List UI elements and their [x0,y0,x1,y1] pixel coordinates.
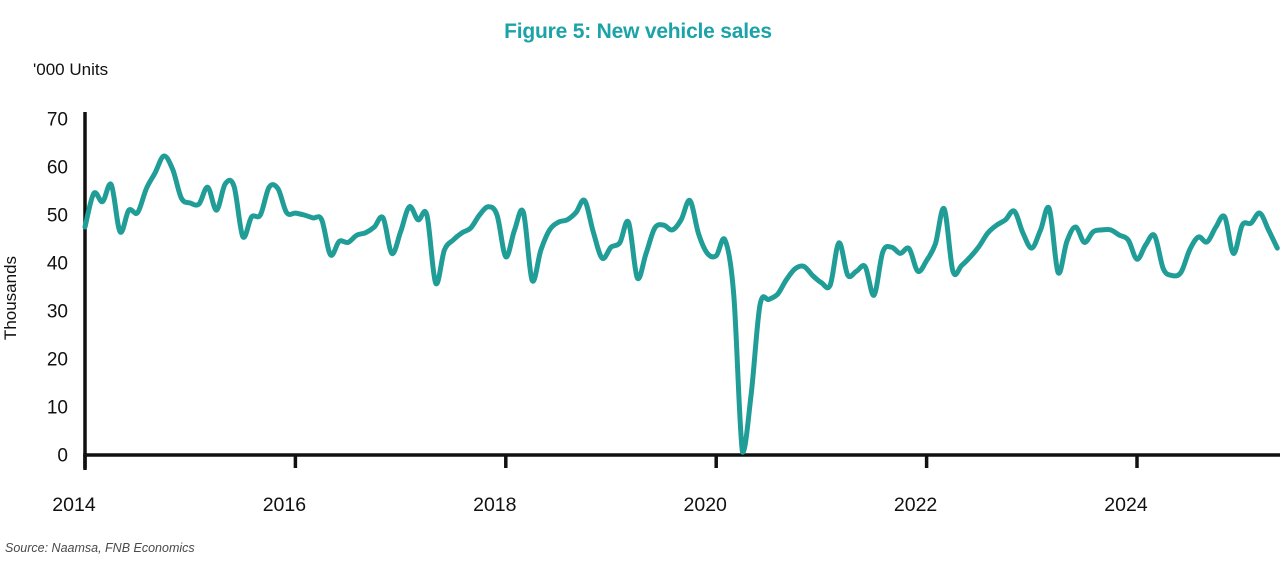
chart-title: Figure 5: New vehicle sales [504,20,772,43]
y-tick-label: 40 [47,254,68,275]
x-tick-label: 2022 [894,494,937,516]
x-tick-label: 2014 [52,494,96,516]
y-tick-label: 70 [47,110,68,131]
x-tick-label: 2018 [473,494,516,516]
y-tick-label: 0 [57,446,68,467]
unit-label: '000 Units [33,60,109,79]
sales-line-series [82,153,1280,455]
y-tick-label: 30 [47,302,68,323]
y-tick-label: 60 [47,158,68,179]
y-tick-label: 50 [47,206,68,227]
x-tick-label: 2020 [684,494,728,516]
y-tick-label: 10 [47,398,68,419]
y-tick-label: 20 [47,350,68,371]
x-tick-label: 2016 [263,494,306,516]
source-note: Source: Naamsa, FNB Economics [5,541,195,555]
x-tick-label: 2024 [1104,494,1148,516]
